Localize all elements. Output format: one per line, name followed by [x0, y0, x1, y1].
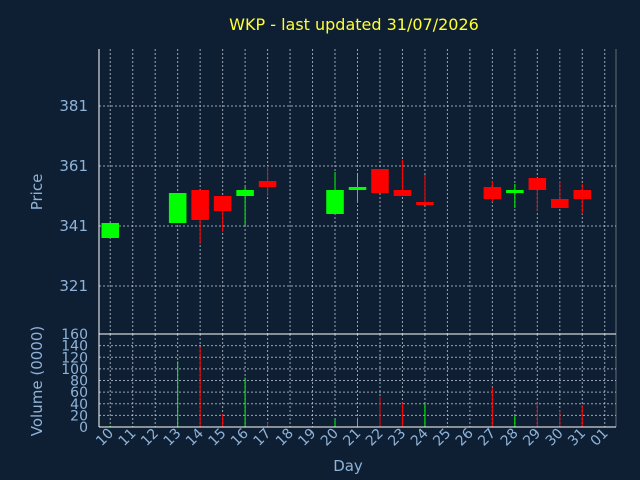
- candle-10: [101, 223, 120, 238]
- volume-y-tick-label: 60: [70, 385, 88, 401]
- candle-body: [528, 178, 547, 190]
- x-tick-label: 23: [385, 426, 409, 450]
- candle-14: [191, 190, 209, 244]
- axes-frame: [98, 49, 617, 428]
- candle-21: [348, 175, 367, 202]
- volume-y-tick-label: 80: [70, 374, 88, 390]
- volume-y-tick-label: 40: [70, 397, 88, 413]
- x-tick-label: 22: [363, 426, 387, 450]
- candle-17: [258, 166, 277, 196]
- x-axis-label: Day: [333, 457, 363, 475]
- candle-body: [258, 181, 277, 187]
- x-tick-label: 17: [250, 426, 274, 450]
- x-tick-label: 12: [138, 426, 162, 450]
- x-tick-label: 16: [228, 425, 252, 449]
- volume-y-tick-label: 100: [61, 362, 88, 378]
- candle-body: [168, 193, 187, 223]
- volume-bars: [109, 346, 583, 427]
- candle-24: [416, 175, 434, 205]
- x-tick-label: 19: [295, 426, 319, 450]
- candle-22: [371, 169, 389, 193]
- x-tick-label: 10: [93, 426, 117, 450]
- price-axis-label: Price: [28, 174, 46, 211]
- candle-body: [371, 169, 389, 193]
- price-y-tick-label: 341: [59, 217, 88, 235]
- candle-31: [573, 184, 592, 214]
- price-y-tick-label: 381: [59, 97, 88, 115]
- candle-30: [551, 181, 569, 208]
- candle-29: [528, 178, 547, 211]
- price-y-ticks: 321 341 361 381: [59, 97, 88, 295]
- x-tick-label: 18: [273, 426, 297, 450]
- x-tick-label: 14: [183, 425, 207, 449]
- candle-body: [326, 190, 344, 214]
- x-tick-label: 26: [453, 425, 477, 449]
- volume-grid: [99, 333, 616, 428]
- volume-y-tick-label: 20: [70, 408, 88, 424]
- x-tick-label: 29: [520, 426, 544, 450]
- x-tick-label: 27: [475, 426, 499, 450]
- x-tick-label: 20: [318, 426, 342, 450]
- candle-body: [483, 187, 502, 199]
- x-tick-label: 31: [565, 426, 589, 450]
- x-tick-label: 25: [430, 426, 454, 450]
- volume-y-tick-label: 160: [61, 327, 88, 343]
- candle-13: [168, 193, 187, 223]
- candle-23: [393, 160, 412, 196]
- candle-body: [506, 190, 524, 193]
- candle-body: [416, 202, 434, 205]
- x-tick-label: 11: [116, 426, 140, 450]
- candle-15: [213, 196, 232, 232]
- volume-y-tick-label: 140: [61, 339, 88, 355]
- candle-27: [483, 181, 502, 202]
- candle-20: [326, 172, 344, 214]
- volume-y-tick-label: 0: [79, 420, 88, 436]
- x-tick-label: 24: [408, 425, 432, 449]
- volume-axis-label: Volume (0000): [28, 326, 46, 436]
- candle-body: [551, 199, 569, 208]
- volume-y-tick-label: 120: [61, 350, 88, 366]
- x-tick-label: 01: [588, 426, 612, 450]
- candle-body: [213, 196, 232, 211]
- candle-16: [236, 187, 254, 226]
- candle-body: [101, 223, 120, 238]
- chart-title: WKP - last updated 31/07/2026: [229, 15, 479, 34]
- price-y-tick-label: 361: [59, 157, 88, 175]
- x-tick-label: 13: [161, 426, 185, 450]
- x-tick-label: 15: [206, 426, 230, 450]
- candle-body: [236, 190, 254, 196]
- price-y-tick-label: 321: [59, 277, 88, 295]
- x-tick-label: 30: [543, 426, 567, 450]
- x-tick-label: 28: [498, 426, 522, 450]
- candle-28: [506, 184, 524, 208]
- x-tick-label: 21: [340, 426, 364, 450]
- candle-body: [393, 190, 412, 196]
- x-ticks: 1011121314151617181920212223242526272829…: [93, 425, 611, 449]
- candle-body: [348, 187, 367, 190]
- candle-body: [573, 190, 592, 199]
- candle-body: [191, 190, 209, 220]
- price-grid: [99, 49, 616, 334]
- price-candles: [101, 160, 592, 244]
